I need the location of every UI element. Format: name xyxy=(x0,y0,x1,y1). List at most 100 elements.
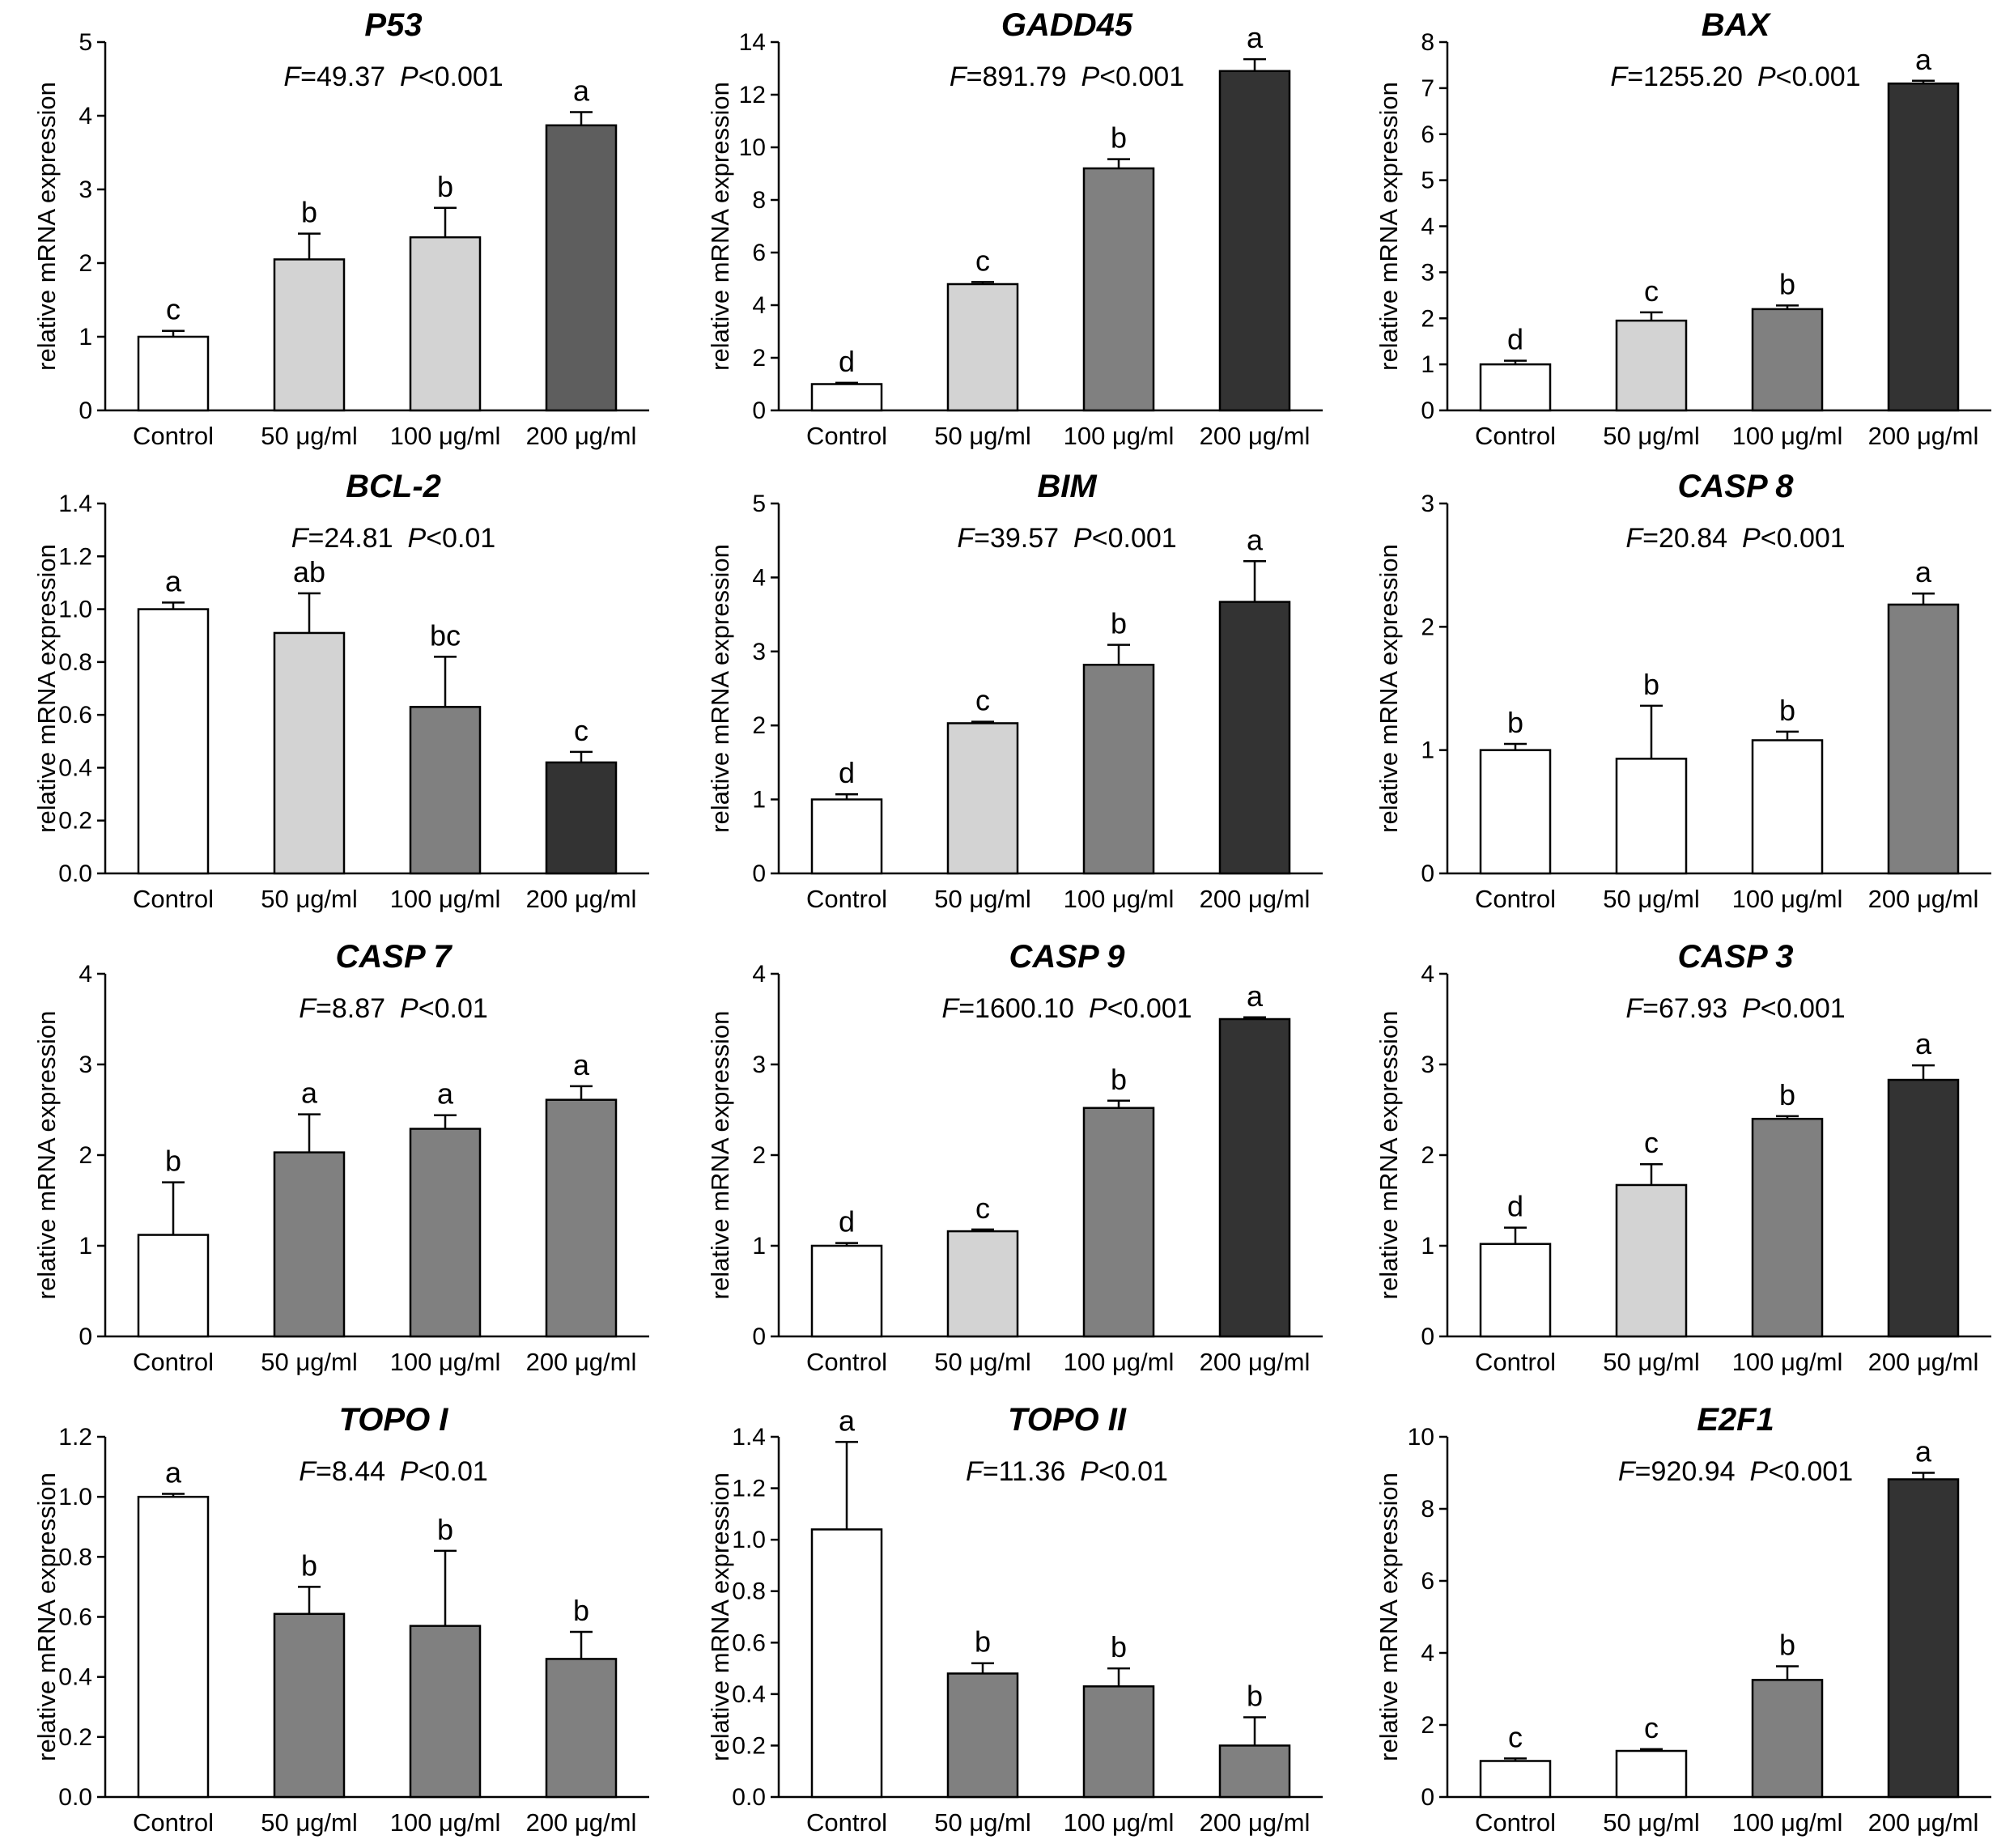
bar xyxy=(1615,1183,1688,1338)
category-label: 100 μg/ml xyxy=(390,885,501,913)
significance-letter: a xyxy=(1247,21,1264,54)
significance-letter: b xyxy=(1779,1628,1795,1661)
y-axis-label: relative mRNA expression xyxy=(706,82,734,371)
y-tick-label: 1 xyxy=(79,324,92,350)
bar xyxy=(273,1151,346,1338)
category-label: 200 μg/ml xyxy=(1868,422,1979,450)
y-tick-label: 1.2 xyxy=(58,543,92,570)
y-axis-label: relative mRNA expression xyxy=(32,82,61,371)
category-label: 100 μg/ml xyxy=(1064,1808,1175,1837)
chart-panel-casp-9: CASP 9 F=1600.10 P<0.001 relative mRNA expr… xyxy=(706,939,1323,1376)
y-axis-label: relative mRNA expression xyxy=(32,544,61,833)
stat-f-value: =20.84 xyxy=(1642,523,1727,554)
y-tick-label: 3 xyxy=(1421,491,1434,517)
bar xyxy=(1751,1117,1824,1338)
stat-f-value: =8.44 xyxy=(316,1456,385,1487)
significance-letter: a xyxy=(1915,1027,1932,1060)
y-tick-label: 0 xyxy=(79,397,92,424)
y-tick-label: 0 xyxy=(1421,1784,1434,1811)
bar xyxy=(810,1244,883,1338)
significance-letter: d xyxy=(1507,323,1523,356)
stat-line: F=67.93 P<0.001 xyxy=(1625,993,1845,1024)
bar xyxy=(409,706,482,875)
y-tick-label: 3 xyxy=(79,1051,92,1078)
stat-f-value: =67.93 xyxy=(1642,993,1727,1024)
bar xyxy=(1082,664,1155,875)
y-tick-label: 1 xyxy=(1421,1233,1434,1260)
y-tick-label: 2 xyxy=(1421,614,1434,640)
category-label: 50 μg/ml xyxy=(1603,1348,1700,1376)
y-tick-label: 14 xyxy=(739,29,766,56)
significance-letter: b xyxy=(1643,668,1659,701)
significance-letter: b xyxy=(301,1548,317,1582)
category-label: 200 μg/ml xyxy=(526,1348,637,1376)
y-tick-label: 1.0 xyxy=(58,597,92,623)
stat-p-value: <0.001 xyxy=(1107,993,1192,1024)
stat-line: F=8.87 P<0.01 xyxy=(299,993,488,1024)
category-label: 200 μg/ml xyxy=(526,422,637,450)
category-label: 100 μg/ml xyxy=(1732,422,1843,450)
category-label: Control xyxy=(806,1348,887,1376)
y-tick-label: 8 xyxy=(1421,29,1434,56)
bar xyxy=(1615,319,1688,412)
y-tick-label: 0.0 xyxy=(58,1784,92,1811)
stat-f-value: =49.37 xyxy=(300,62,385,92)
y-tick-label: 0.4 xyxy=(58,1664,92,1691)
y-tick-label: 4 xyxy=(752,564,766,591)
bar xyxy=(946,1672,1019,1799)
stat-p-label: P xyxy=(1742,523,1761,554)
bar xyxy=(1479,1243,1552,1338)
stat-p-value: <0.01 xyxy=(426,523,495,554)
y-tick-label: 4 xyxy=(79,961,92,988)
category-label: 200 μg/ml xyxy=(1200,422,1311,450)
bar xyxy=(1479,1760,1552,1799)
y-tick-label: 5 xyxy=(79,29,92,56)
chart-title: BAX xyxy=(1702,7,1772,43)
stat-f-value: =891.79 xyxy=(967,62,1067,92)
bar xyxy=(137,1495,210,1799)
stat-f-label: F xyxy=(950,62,968,92)
chart-title: CASP 7 xyxy=(335,939,453,975)
stat-p-value: <0.01 xyxy=(1098,1456,1168,1487)
stat-p-value: <0.001 xyxy=(1776,62,1861,92)
y-tick-label: 10 xyxy=(1408,1424,1434,1451)
stat-f-value: =24.81 xyxy=(308,523,393,554)
bar xyxy=(1082,1685,1155,1799)
y-tick-label: 2 xyxy=(1421,305,1434,332)
y-tick-label: 0.0 xyxy=(732,1784,766,1811)
y-tick-label: 0.2 xyxy=(732,1732,766,1759)
bar xyxy=(1218,1744,1291,1799)
category-label: 50 μg/ml xyxy=(934,1348,1031,1376)
significance-letter: c xyxy=(975,244,990,277)
y-tick-label: 0.0 xyxy=(58,860,92,887)
bar xyxy=(1082,1107,1155,1338)
y-tick-label: 0.2 xyxy=(58,808,92,835)
stat-f-value: =1255.20 xyxy=(1627,62,1743,92)
y-tick-label: 1.2 xyxy=(732,1476,766,1502)
stat-p-label: P xyxy=(400,62,419,92)
bar xyxy=(273,258,346,412)
bar xyxy=(946,1230,1019,1338)
category-label: 200 μg/ml xyxy=(1200,1808,1311,1837)
y-axis-label: relative mRNA expression xyxy=(1375,544,1403,833)
category-label: 50 μg/ml xyxy=(934,1808,1031,1837)
significance-letter: b xyxy=(437,1513,453,1546)
y-tick-label: 0 xyxy=(752,860,766,887)
chart-panel-bim: BIM F=39.57 P<0.001 relative mRNA expressio… xyxy=(706,469,1323,913)
y-tick-label: 8 xyxy=(752,187,766,214)
significance-letter: c xyxy=(1644,1126,1659,1159)
category-label: 100 μg/ml xyxy=(1064,422,1175,450)
bar xyxy=(545,761,618,875)
bar xyxy=(545,1658,618,1799)
stat-line: F=1255.20 P<0.001 xyxy=(1610,62,1860,92)
y-axis-label: relative mRNA expression xyxy=(1375,1472,1403,1761)
y-tick-label: 0.2 xyxy=(58,1724,92,1751)
category-label: 200 μg/ml xyxy=(1868,885,1979,913)
y-tick-label: 1.0 xyxy=(58,1484,92,1510)
y-tick-label: 5 xyxy=(752,491,766,517)
y-tick-label: 0.8 xyxy=(58,1544,92,1570)
stat-p-label: P xyxy=(1757,62,1776,92)
category-label: 100 μg/ml xyxy=(1064,885,1175,913)
stat-p-value: <0.001 xyxy=(1761,523,1846,554)
category-label: 50 μg/ml xyxy=(934,422,1031,450)
